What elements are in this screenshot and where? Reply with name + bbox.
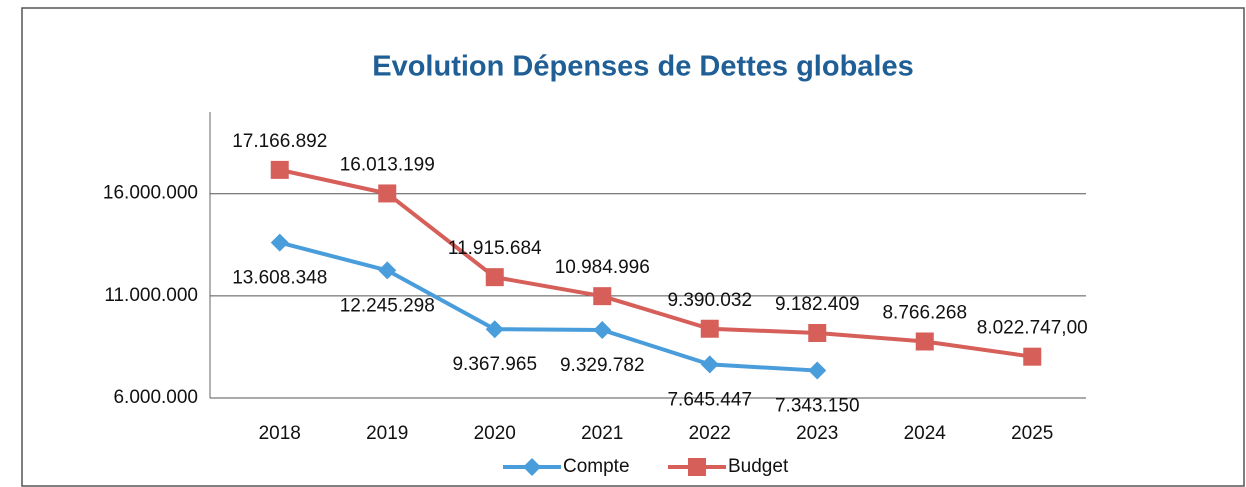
x-tick-label: 2021 [581,423,623,444]
x-tick-label: 2020 [474,423,516,444]
data-label: 11.915.684 [448,238,542,259]
point-marker [270,160,289,179]
point-marker [593,287,612,306]
data-label: 12.245.298 [340,295,435,316]
y-tick-label: 11.000.000 [104,285,198,306]
series-line [279,240,818,373]
data-label: 9.390.032 [667,290,752,311]
data-label: 9.329.782 [560,355,645,376]
chart-title: Evolution Dépenses de Dettes globales [372,51,913,83]
data-label: 9.182.409 [775,294,860,315]
point-marker [378,184,397,203]
x-tick-label: 2024 [904,423,947,444]
frame [21,7,1245,487]
point-marker [808,361,827,380]
data-label: 13.608.348 [232,268,327,289]
point-marker [808,323,827,342]
legend-label: Budget [728,456,789,477]
point-marker [915,332,934,351]
data-label: 17.166.892 [232,131,327,152]
data-label: 10.984.996 [555,257,650,278]
point-marker [593,320,612,339]
data-label: 9.367.965 [452,354,537,375]
point-marker [485,320,504,339]
point-marker [700,319,719,338]
legend-label: Compte [563,456,630,477]
point-marker [485,268,504,287]
y-tick-label: 16.000.000 [103,183,198,204]
point-marker [700,355,719,374]
data-label: 16.013.199 [340,154,435,175]
x-tick-label: 2023 [796,423,838,444]
y-tick-label: 6.000.000 [113,387,198,408]
data-label: 7.645.447 [667,389,752,410]
data-label: 7.343.150 [775,396,860,417]
point-marker [270,233,289,252]
data-label: 8.766.268 [882,303,967,324]
series-line [279,167,1033,359]
x-tick-label: 2019 [366,423,408,444]
legend-marker [523,458,541,476]
x-tick-label: 2022 [689,423,731,444]
point-marker [378,261,397,280]
x-tick-label: 2025 [1011,423,1053,444]
data-label: 8.022.747,00 [977,318,1088,339]
legend-marker [688,458,706,476]
x-tick-label: 2018 [259,423,301,444]
point-marker [1023,347,1042,366]
